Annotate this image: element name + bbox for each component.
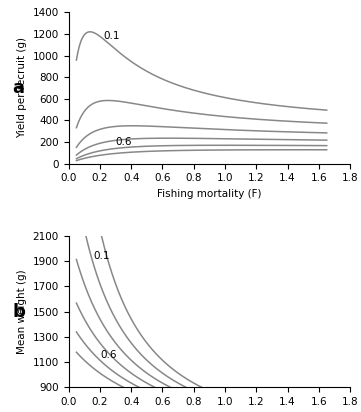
Y-axis label: Mean weight (g): Mean weight (g) (17, 269, 27, 354)
Y-axis label: Yield per recruit (g): Yield per recruit (g) (17, 37, 27, 138)
Text: 0.1: 0.1 (93, 251, 110, 261)
Text: 0.6: 0.6 (100, 350, 116, 360)
Text: a: a (12, 79, 24, 97)
X-axis label: Fishing mortality (F): Fishing mortality (F) (157, 189, 262, 199)
Text: 0.1: 0.1 (103, 31, 119, 41)
Text: b: b (12, 303, 25, 321)
Text: 0.6: 0.6 (116, 137, 132, 147)
